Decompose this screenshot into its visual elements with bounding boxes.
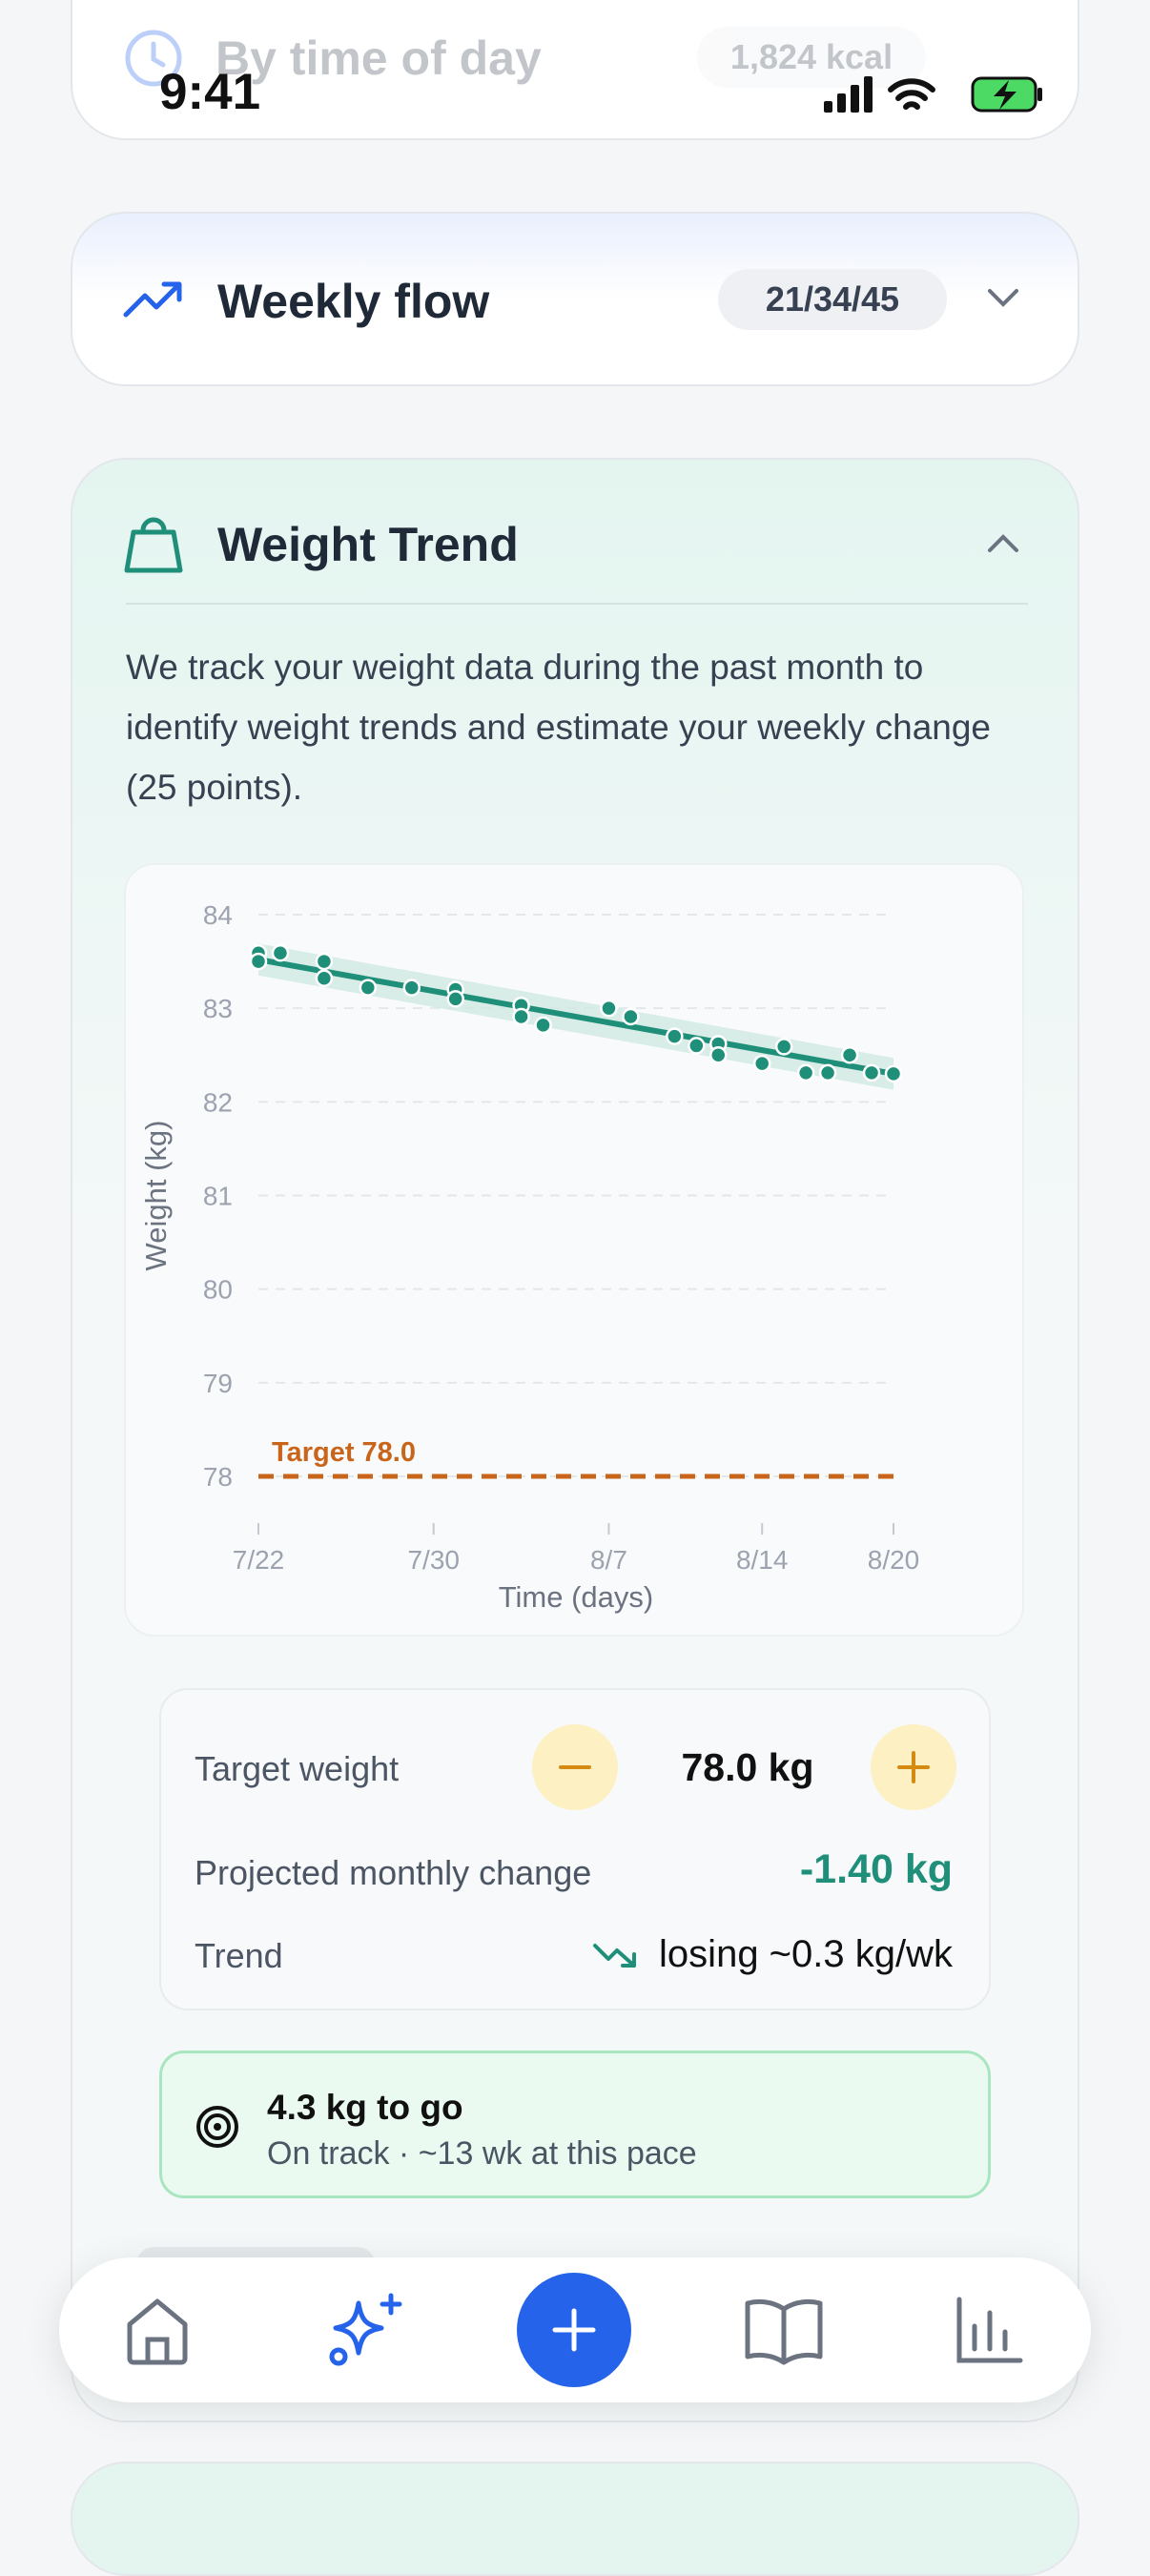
- target-label: Target 78.0: [272, 1437, 416, 1468]
- trend-row: losing ~0.3 kg/wk: [592, 1933, 953, 1976]
- x-tick-label: 7/30: [407, 1545, 460, 1575]
- data-point: [818, 1063, 837, 1082]
- page: By time of day 1,824 kcal 9:41 Weekly fl…: [59, 0, 1091, 2576]
- data-point: [271, 943, 290, 962]
- weight-icon: [124, 517, 183, 573]
- y-tick-label: 84: [203, 900, 233, 930]
- status-time: 9:41: [159, 64, 261, 120]
- y-tick-label: 82: [203, 1087, 233, 1117]
- y-tick-label: 80: [203, 1275, 233, 1305]
- weekly-flow-card[interactable]: Weekly flow 21/34/45: [71, 212, 1079, 386]
- target-icon: [196, 2106, 238, 2148]
- trend-line: [256, 957, 896, 1077]
- trend-down-icon: [593, 1943, 637, 1968]
- home-tab[interactable]: [122, 2296, 193, 2366]
- data-point: [796, 1063, 815, 1082]
- data-point: [622, 1007, 640, 1026]
- add-button[interactable]: [517, 2273, 631, 2387]
- stat-label: Target weight: [195, 1749, 400, 1788]
- clock-icon: [125, 30, 182, 87]
- stats-tab[interactable]: [954, 2294, 1026, 2366]
- data-point: [402, 979, 421, 997]
- stat-label: Trend: [195, 1936, 283, 1975]
- section-title: Weight Trend: [217, 518, 519, 571]
- y-axis-title: Weight (kg): [139, 1121, 173, 1271]
- trend-value: losing ~0.3 kg/wk: [659, 1933, 953, 1975]
- badge: 1,824 kcal: [697, 27, 926, 88]
- next-card: [71, 2462, 1079, 2576]
- time-of-day-card: By time of day 1,824 kcal: [71, 0, 1079, 140]
- chart-panel: 78 79 80 81 82 83 84 7/22 7/30 8/7 8/14 8/20 Time (d…: [124, 863, 1024, 1637]
- goal-title: 4.3 kg to go: [267, 2088, 463, 2127]
- data-point: [840, 1046, 859, 1064]
- y-tick-label: 79: [203, 1369, 233, 1398]
- ai-tab[interactable]: [326, 2292, 408, 2370]
- section-title: Weekly flow: [217, 275, 490, 328]
- x-tick-label: 8/20: [868, 1545, 920, 1575]
- chart: 78 79 80 81 82 83 84 7/22 7/30 8/7 8/14 8/20 Time (d…: [139, 900, 920, 1614]
- goal-subtitle: On track · ~13 wk at this pace: [267, 2135, 697, 2172]
- data-point: [688, 1037, 706, 1055]
- description: We track your weight data during the pas…: [126, 648, 992, 807]
- data-point: [446, 990, 464, 1008]
- y-tick-label: 78: [203, 1462, 233, 1492]
- stats-box: Target weight 78.0 kg Projected monthly …: [159, 1688, 991, 2010]
- data-point: [512, 1007, 530, 1026]
- target-value: 78.0 kg: [681, 1745, 814, 1789]
- status-icons: [824, 76, 1042, 113]
- section-title: By time of day: [216, 31, 542, 85]
- data-point: [534, 1016, 552, 1035]
- data-point: [752, 1054, 771, 1073]
- data-point: [249, 952, 268, 971]
- minus-button[interactable]: [532, 1724, 618, 1810]
- x-tick-label: 7/22: [233, 1545, 285, 1575]
- data-point: [315, 969, 334, 988]
- badge: 21/34/45: [718, 269, 947, 330]
- divider: [126, 603, 1028, 605]
- chevron-down[interactable]: [986, 286, 1020, 309]
- data-point: [315, 952, 334, 971]
- data-point: [666, 1027, 684, 1045]
- y-tick-label: 83: [203, 994, 233, 1023]
- nav-bar: [59, 2257, 1091, 2402]
- data-point: [862, 1063, 881, 1082]
- stat-label: Projected monthly change: [195, 1853, 592, 1892]
- projected-value: -1.40 kg: [799, 1846, 953, 1892]
- plus-button[interactable]: [871, 1724, 956, 1810]
- x-tick-label: 8/14: [736, 1545, 789, 1575]
- x-axis-title: Time (days): [499, 1580, 653, 1614]
- data-point: [600, 999, 618, 1018]
- data-point: [774, 1038, 793, 1056]
- data-point: [884, 1064, 903, 1083]
- chevron-up[interactable]: [986, 532, 1020, 555]
- trend-icon: [123, 281, 182, 318]
- goal-box: 4.3 kg to go On track · ~13 wk at this p…: [159, 2050, 991, 2198]
- y-tick-label: 81: [203, 1182, 233, 1211]
- journal-tab[interactable]: [744, 2296, 824, 2366]
- data-point: [709, 1046, 728, 1064]
- data-point: [359, 979, 378, 997]
- x-tick-label: 8/7: [590, 1545, 627, 1575]
